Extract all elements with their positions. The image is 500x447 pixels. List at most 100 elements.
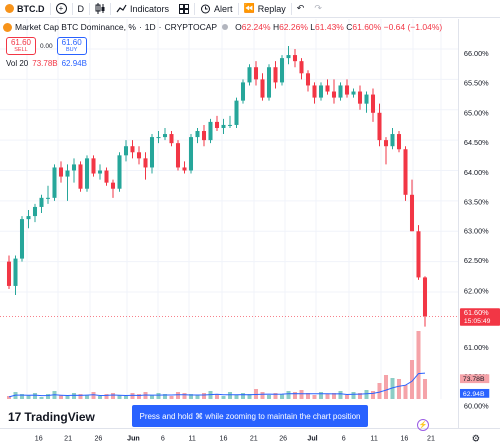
candle-body — [266, 67, 272, 98]
low-label: L — [310, 22, 316, 32]
candle-body — [188, 137, 194, 171]
volume-bar — [188, 394, 194, 399]
high-value: 62.26% — [279, 22, 308, 32]
replay-label: Replay — [257, 3, 286, 14]
candle-body — [45, 197, 51, 199]
plus-icon: + — [55, 3, 67, 14]
volume-bar — [370, 391, 376, 399]
indicators-button[interactable]: Indicators — [111, 0, 174, 18]
volume-bar — [377, 383, 382, 399]
candle-body — [221, 124, 226, 128]
time-tick-label: 21 — [64, 434, 72, 442]
volume-bar — [357, 393, 363, 399]
price-tick-label: 62.00% — [464, 286, 489, 295]
candle-body — [377, 112, 382, 141]
indicators-label: Indicators — [130, 3, 170, 14]
legend-interval: 1D — [144, 22, 156, 32]
price-chart[interactable] — [0, 19, 458, 399]
candle-body — [422, 277, 428, 317]
indicators-icon — [116, 4, 127, 12]
price-tick-label: 61.00% — [464, 343, 489, 352]
price-tick-label: 60.00% — [464, 401, 489, 410]
zoom-hint-toast: Press and hold ⌘ while zooming to mainta… — [132, 405, 368, 427]
replay-button[interactable]: ⏪ Replay — [239, 0, 291, 18]
volume-legend: Vol 20 73.78B 62.94B — [6, 59, 87, 68]
open-label: O — [235, 22, 242, 32]
toolbar-divider — [290, 2, 292, 15]
candle-body — [273, 67, 278, 83]
volume-ma-badge — [459, 388, 490, 398]
interval-button[interactable]: D — [73, 0, 90, 18]
volume-bar — [351, 392, 356, 399]
volume-bar — [71, 393, 77, 399]
volume-bar — [221, 396, 226, 399]
volume-bar — [97, 396, 103, 399]
trade-panel: 61.60 SELL 0.00 61.60 BUY — [6, 37, 87, 55]
volume-bar — [26, 395, 31, 399]
undo-button[interactable]: ↶ — [292, 0, 310, 18]
volume-bar — [130, 393, 135, 399]
candle-body — [136, 152, 142, 159]
candle-body — [279, 58, 285, 83]
candle-body — [156, 137, 161, 139]
candle-body — [396, 134, 402, 150]
volume-bar — [383, 375, 389, 399]
candle-body — [175, 143, 181, 168]
candle-body — [240, 82, 246, 101]
volume-bar — [247, 394, 252, 399]
candle-body — [13, 258, 18, 286]
ohlc-values: O62.24% H62.26% L61.43% C61.60% −0.64 (−… — [235, 22, 442, 32]
candle-body — [6, 261, 12, 286]
layouts-button[interactable] — [174, 0, 194, 18]
candle-body — [201, 131, 207, 141]
alert-label: Alert — [214, 3, 233, 14]
candle-body — [169, 134, 174, 144]
candle-body — [390, 134, 395, 147]
volume-bar — [156, 393, 161, 399]
volume-bar — [149, 395, 155, 399]
lightning-icon[interactable]: ⚡ — [417, 419, 429, 431]
price-axis[interactable]: 66.00% 65.50% 65.00% 64.50% 64.00% 63.50% 63.0… — [458, 19, 500, 428]
redo-icon: ↷ — [314, 3, 322, 13]
volume-bar — [312, 395, 317, 399]
volume-bar — [45, 394, 51, 399]
symbol-search[interactable]: BTC.D — [0, 0, 50, 18]
candle-body — [331, 91, 337, 98]
volume-bar — [318, 392, 324, 399]
buy-button[interactable]: 61.60 BUY — [56, 37, 87, 55]
symbol-legend: Market Cap BTC Dominance, % · 1D · CRYPT… — [3, 22, 442, 32]
volume-bar — [182, 393, 187, 399]
alert-button[interactable]: Alert — [195, 0, 238, 18]
volume-ma-badge-value: 62.94B — [463, 391, 485, 398]
volume-badge-value: 73.78B — [463, 376, 485, 383]
candle-body — [214, 121, 220, 128]
redo-button[interactable]: ↷ — [309, 0, 327, 18]
volume-bar — [175, 392, 181, 399]
compare-button[interactable]: + — [51, 0, 72, 18]
volume-bar — [117, 395, 122, 399]
volume-bar — [162, 394, 168, 399]
time-tick-label: 16 — [35, 434, 43, 442]
candle-body — [338, 85, 343, 98]
change-value: −0.64 (−1.04%) — [383, 22, 443, 32]
sell-button[interactable]: 61.60 SELL — [6, 37, 36, 55]
volume-bar — [136, 394, 142, 399]
candle-body — [32, 206, 38, 217]
tradingview-logo[interactable]: 17 TradingView — [8, 410, 95, 424]
toolbar-divider — [194, 2, 196, 15]
tv-logo-icon: 17 — [8, 410, 22, 424]
candle-body — [162, 134, 168, 138]
volume-bar — [234, 395, 239, 399]
candle-body — [104, 170, 109, 183]
candle-body — [78, 164, 83, 189]
candle-body — [65, 170, 70, 177]
time-axis[interactable]: 16 21 26 Jun 6 11 16 21 26 Jul 6 11 16 21 ⚙ — [0, 428, 500, 447]
candle-body — [227, 124, 233, 126]
candle-body — [110, 182, 116, 189]
toolbar-divider — [71, 2, 73, 15]
candle-body — [208, 121, 213, 141]
chart-type-button[interactable] — [90, 0, 110, 18]
candle-body — [416, 231, 421, 278]
legend-title: Market Cap BTC Dominance, % — [15, 22, 136, 32]
volume-bar — [292, 392, 298, 399]
